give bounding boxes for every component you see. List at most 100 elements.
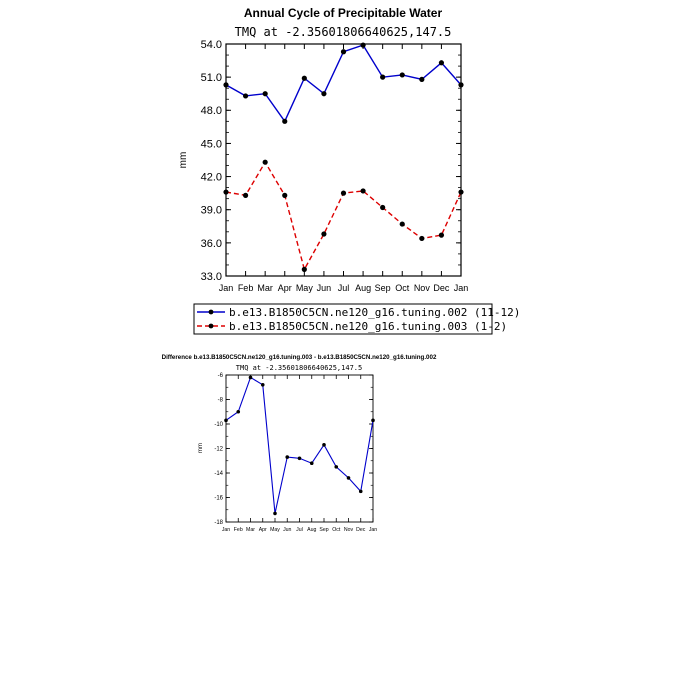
series-1-point [309,461,314,466]
y-tick-label: 42.0 [201,172,222,184]
y-tick-label: 36.0 [201,238,222,250]
x-tick-label: May [270,527,280,533]
series-1-point [224,418,228,423]
x-tick-label: Dec [433,283,450,293]
chart-2-subtitle: TMQ at -2.35601806640625,147.5 [236,364,362,372]
legend-marker-series-1 [208,309,214,315]
series-1-point [346,476,351,480]
series-1-point [321,91,327,97]
series-1-point [340,49,347,55]
x-tick-label: Jun [317,283,332,293]
x-tick-label: Jul [296,527,303,533]
y-tick-label: 54.0 [201,39,222,51]
y-tick-label: -12 [214,447,223,453]
y-tick-label: 45.0 [201,138,222,150]
x-tick-label: Jan [219,283,234,293]
series-1-point [260,383,265,387]
series-2-point [458,189,464,195]
series-2-point [301,266,307,272]
series-1-point [458,82,464,88]
chart-2: Difference b.e13.B1850C5CN.ne120_g16.tun… [162,354,437,533]
chart-2-y-axis-label: mm [198,443,204,453]
y-tick-label: -14 [214,471,223,477]
series-1-point [360,42,366,48]
y-tick-label: 33.0 [201,271,222,283]
x-tick-label: Sep [319,527,328,533]
x-tick-label: Nov [414,283,431,293]
series-2-point [242,192,249,198]
x-tick-label: Sep [375,283,391,293]
x-tick-label: Apr [259,527,267,533]
x-tick-label: Oct [332,527,341,533]
chart-1-legend: b.e13.B1850C5CN.ne120_g16.tuning.002 (11… [193,303,520,335]
chart-1-subtitle: TMQ at -2.35601806640625,147.5 [235,25,452,39]
series-1-point [322,443,326,447]
x-tick-label: Jan [222,527,230,533]
series-1-point [301,75,307,81]
series-2-point [380,204,386,211]
x-tick-label: Jun [283,527,291,533]
x-tick-label: Jan [369,527,377,533]
series-1-point [334,465,339,469]
series-2-point [262,159,268,165]
series-1-point [380,74,386,80]
series-1-point [248,375,253,380]
x-tick-label: Feb [234,527,243,533]
series-1-line [225,376,374,514]
y-tick-label: -10 [214,422,223,428]
series-1-point [273,511,277,516]
chart-1: Annual Cycle of Precipitable Water TMQ a… [178,6,520,335]
legend-label-series-1: b.e13.B1850C5CN.ne120_g16.tuning.002 (11… [229,306,520,319]
x-tick-label: Jan [454,283,469,293]
legend-box [193,303,493,335]
x-tick-label: May [296,283,314,293]
series-1-point [282,118,288,124]
x-tick-label: Aug [307,527,316,533]
chart-1-y-axis-label: mm [178,152,189,169]
plot-frame [225,43,462,277]
series-1-point [438,60,445,66]
series-1-line [225,44,462,123]
series-1-point [297,456,302,461]
y-tick-label: -16 [214,496,223,502]
series-2-point [223,189,229,195]
series-1-point [371,418,375,423]
x-tick-label: Jul [338,283,350,293]
legend-label-series-2: b.e13.B1850C5CN.ne120_g16.tuning.003 (1-… [229,320,507,333]
x-tick-label: Dec [356,527,366,533]
x-tick-label: Aug [355,283,371,293]
x-tick-label: Mar [257,283,273,293]
series-2-line [225,160,462,272]
series-1-point [236,409,241,414]
series-2-point [438,232,445,238]
legend-marker-series-2 [208,323,214,329]
y-tick-label: 39.0 [201,205,222,217]
y-tick-label: -8 [218,398,224,404]
series-2-point [321,231,327,237]
y-tick-label: 51.0 [201,72,222,84]
series-2-point [419,235,425,242]
x-tick-label: Oct [395,283,410,293]
series-2-point [399,221,405,227]
y-tick-label: -6 [218,373,224,379]
series-1-point [358,489,363,494]
series-2-point [340,190,347,196]
y-tick-label: 48.0 [201,105,222,117]
plot-frame [225,374,374,523]
chart-1-title: Annual Cycle of Precipitable Water [244,6,443,20]
series-1-point [242,93,249,99]
x-tick-label: Mar [246,527,255,533]
x-tick-label: Nov [344,527,354,533]
series-1-point [419,76,425,82]
series-1-point [399,72,405,78]
series-1-point [223,82,229,88]
series-2-point [360,188,366,194]
y-tick-label: -18 [214,520,223,526]
series-1-point [285,455,290,459]
chart-2-title: Difference b.e13.B1850C5CN.ne120_g16.tun… [162,354,437,361]
series-1-point [262,91,268,97]
series-2-point [282,192,288,198]
